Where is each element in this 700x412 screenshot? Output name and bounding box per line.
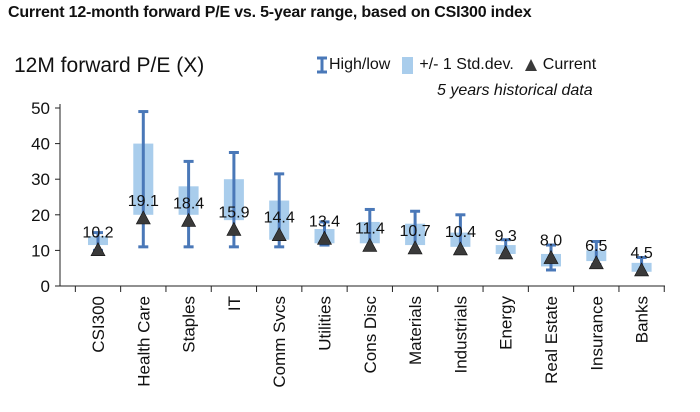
legend-range-label: High/low	[329, 56, 391, 73]
y-tick-label: 10	[31, 241, 50, 260]
current-value-label: 10.7	[400, 223, 431, 240]
current-value-label: 4.5	[630, 245, 652, 262]
current-value-label: 6.5	[585, 238, 607, 255]
current-value-label: 19.1	[128, 193, 159, 210]
category-label: Banks	[633, 296, 652, 343]
current-value-label: 13.4	[309, 213, 340, 230]
category-label: Real Estate	[542, 296, 561, 384]
y-tick-label: 30	[31, 170, 50, 189]
current-marker	[226, 221, 242, 236]
legend-item-current: Current	[524, 56, 596, 74]
historical-note: 5 years historical data	[437, 82, 593, 99]
category-label: Insurance	[587, 296, 606, 371]
y-axis-label: 12M forward P/E (X)	[14, 54, 205, 77]
current-marker	[181, 212, 197, 227]
current-value-label: 15.9	[218, 204, 249, 221]
current-marker	[543, 249, 559, 264]
category-label: IT	[225, 296, 244, 311]
current-value-label: 8.0	[540, 233, 562, 250]
current-marker	[90, 242, 106, 256]
category-label: Staples	[180, 296, 199, 353]
category-label: CSI300	[89, 296, 108, 353]
category-label: Utilities	[316, 296, 335, 351]
chart-title: Current 12-month forward P/E vs. 5-year …	[8, 4, 532, 21]
y-tick-label: 20	[31, 206, 50, 225]
legend-item-std: +/- 1 Std.dev.	[400, 56, 514, 74]
current-marker	[634, 262, 650, 277]
y-tick-label: 0	[41, 277, 50, 296]
category-label: Cons Disc	[361, 296, 380, 374]
triangle-icon	[524, 59, 537, 71]
current-marker	[407, 240, 423, 255]
category-label: Comm Svcs	[270, 296, 289, 388]
legend: High/low +/- 1 Std.dev. Current	[316, 56, 606, 74]
current-value-label: 9.3	[495, 228, 517, 245]
category-label: Health Care	[134, 296, 153, 387]
range-bar-icon	[317, 56, 327, 74]
current-value-label: 18.4	[173, 195, 204, 212]
current-marker	[271, 227, 287, 242]
current-value-label: 10.4	[445, 224, 476, 241]
legend-item-range: High/low	[316, 56, 390, 74]
category-label: Industrials	[451, 296, 470, 373]
category-label: Materials	[406, 296, 425, 365]
y-tick-label: 40	[31, 135, 50, 154]
legend-std-label: +/- 1 Std.dev.	[419, 56, 514, 73]
std-box-icon	[402, 56, 414, 74]
current-marker	[316, 230, 333, 245]
current-marker	[588, 255, 604, 270]
current-value-label: 11.4	[355, 220, 385, 237]
current-value-label: 10.2	[82, 225, 113, 242]
current-marker	[452, 241, 468, 256]
category-label: Energy	[497, 296, 516, 350]
current-marker	[498, 245, 514, 260]
current-marker	[135, 210, 151, 225]
y-tick-label: 50	[31, 99, 50, 118]
current-value-label: 14.4	[264, 210, 295, 227]
legend-current-label: Current	[542, 56, 597, 73]
current-marker	[362, 237, 378, 252]
